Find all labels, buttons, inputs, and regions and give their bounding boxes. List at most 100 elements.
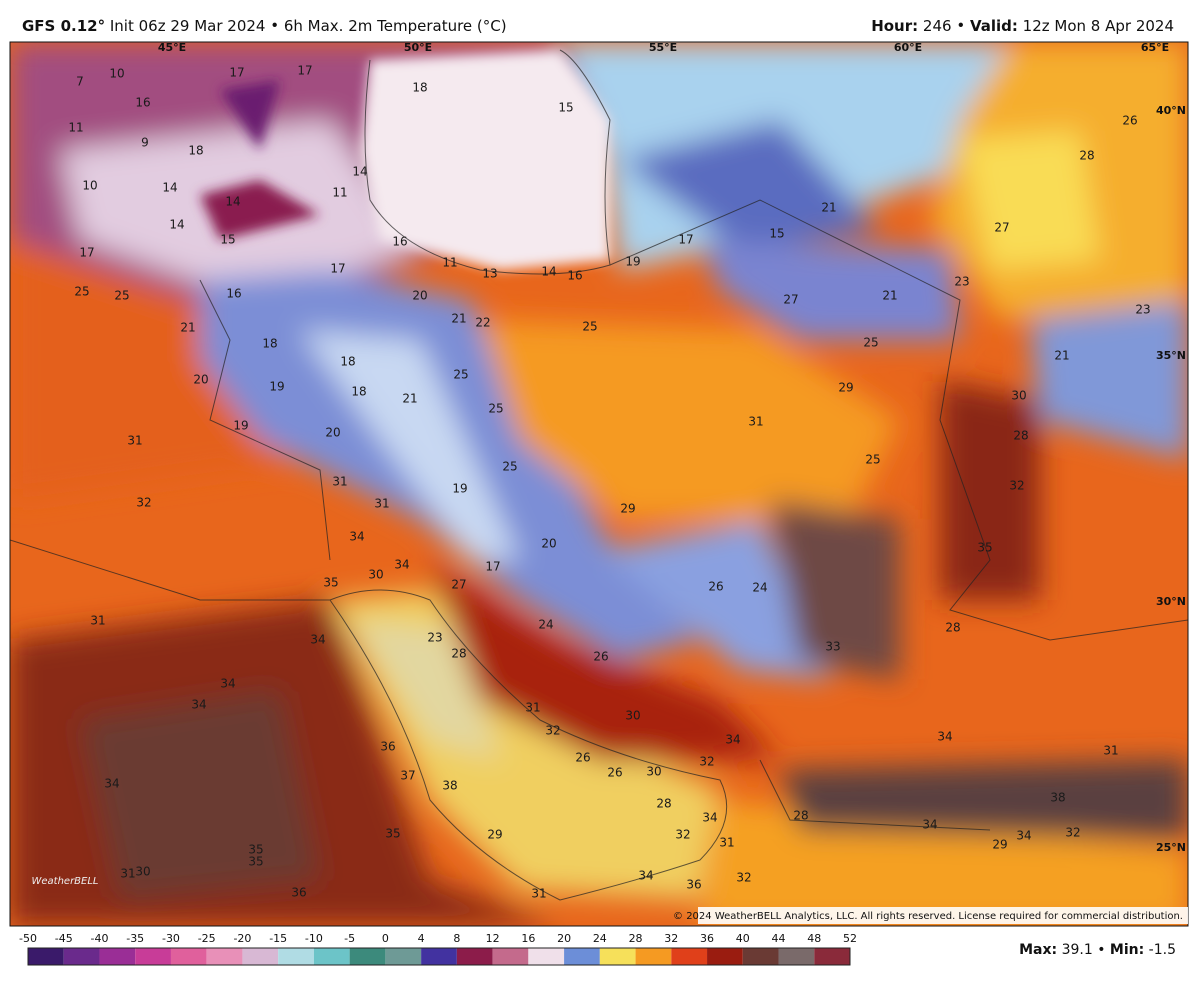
temperature-label: 16: [567, 269, 582, 283]
temperature-label: 34: [922, 818, 937, 832]
max-min: Max: 39.1 • Min: -1.5: [1019, 942, 1176, 958]
colorbar-tick-label: 36: [700, 932, 714, 945]
copyright-bg: [698, 907, 1188, 924]
colorbar-cell: [170, 948, 207, 965]
colorbar-cell: [99, 948, 136, 965]
temperature-label: 16: [135, 96, 150, 110]
temperature-label: 20: [193, 373, 208, 387]
colorbar-cell: [28, 948, 64, 965]
temperature-label: 17: [229, 66, 244, 80]
temperature-label: 36: [380, 740, 395, 754]
temperature-label: 25: [502, 460, 517, 474]
colorbar-tick-label: -15: [269, 932, 287, 945]
colorbar-tick-label: 8: [453, 932, 460, 945]
temperature-label: 27: [994, 221, 1009, 235]
temperature-label: 24: [538, 618, 553, 632]
colorbar-tick-label: -20: [233, 932, 251, 945]
temperature-label: 28: [1013, 429, 1028, 443]
temperature-label: 11: [442, 256, 457, 270]
temperature-label: 31: [90, 614, 105, 628]
temperature-label: 16: [226, 287, 241, 301]
colorbar-cell: [778, 948, 815, 965]
colorbar-tick-label: -30: [162, 932, 180, 945]
temperature-label: 17: [485, 560, 500, 574]
temperature-label: 15: [558, 101, 573, 115]
colorbar-tick-label: 20: [557, 932, 571, 945]
temperature-label: 38: [442, 779, 457, 793]
temperature-label: 14: [225, 195, 240, 209]
temperature-label: 14: [541, 265, 556, 279]
latitude-label: 35°N: [1156, 349, 1186, 362]
colorbar-cell: [135, 948, 171, 965]
temperature-label: 31: [719, 836, 734, 850]
temperature-label: 30: [646, 765, 661, 779]
temperature-label: 15: [769, 227, 784, 241]
colorbar-cell: [492, 948, 529, 965]
temperature-label: 28: [945, 621, 960, 635]
temperature-label: 30: [625, 709, 640, 723]
temperature-label: 29: [487, 828, 502, 842]
temperature-label: 25: [488, 402, 503, 416]
temperature-label: 35: [323, 576, 338, 590]
temperature-label: 18: [188, 144, 203, 158]
temperature-label: 11: [68, 121, 83, 135]
temperature-label: 34: [937, 730, 952, 744]
temperature-label: 21: [882, 289, 897, 303]
temperature-label: 14: [162, 181, 177, 195]
temperature-label: 11: [332, 186, 347, 200]
temperature-label: 32: [545, 724, 560, 738]
temperature-label: 35: [248, 843, 263, 857]
colorbar-tick-label: -35: [126, 932, 144, 945]
temperature-label: 18: [351, 385, 366, 399]
temperature-label: 32: [736, 871, 751, 885]
colorbar-cell: [313, 948, 350, 965]
temperature-label: 34: [349, 530, 364, 544]
temperature-label: 35: [385, 827, 400, 841]
colorbar-cell: [63, 948, 100, 965]
colorbar-cell: [814, 948, 850, 965]
temperature-label: 34: [394, 558, 409, 572]
temperature-label: 32: [136, 496, 151, 510]
temperature-label: 31: [120, 867, 135, 881]
temperature-label: 18: [262, 337, 277, 351]
map-field: [10, 42, 1188, 926]
temperature-label: 20: [412, 289, 427, 303]
copyright: © 2024 WeatherBELL Analytics, LLC. All r…: [673, 911, 1183, 922]
longitude-label: 55°E: [649, 41, 677, 54]
temperature-label: 21: [821, 201, 836, 215]
temperature-label: 30: [1011, 389, 1026, 403]
colorbar-tick-label: 28: [629, 932, 643, 945]
temperature-label: 10: [109, 67, 124, 81]
temperature-label: 18: [340, 355, 355, 369]
temperature-label: 19: [269, 380, 284, 394]
colorbar-frame: [27, 947, 851, 966]
colorbar-cell: [456, 948, 493, 965]
colorbar-tick-label: 4: [418, 932, 425, 945]
temperature-label: 19: [233, 419, 248, 433]
temperature-label: 27: [451, 578, 466, 592]
temperature-label: 34: [104, 777, 119, 791]
temperature-label: 33: [825, 640, 840, 654]
colorbar-tick-label: 52: [843, 932, 857, 945]
temperature-label: 29: [992, 838, 1007, 852]
colorbar-cell: [349, 948, 386, 965]
temperature-label: 19: [625, 255, 640, 269]
temperature-label: 27: [783, 293, 798, 307]
temperature-label: 31: [1103, 744, 1118, 758]
latitude-label: 40°N: [1156, 104, 1186, 117]
temperature-label: 28: [451, 647, 466, 661]
latitude-label: 30°N: [1156, 595, 1186, 608]
temperature-label: 34: [220, 677, 235, 691]
colorbar-tick-label: 32: [664, 932, 678, 945]
temperature-label: 31: [531, 887, 546, 901]
header-model: GFS 0.12° Init 06z 29 Mar 2024 • 6h Max.…: [22, 17, 507, 35]
colorbar-cell: [421, 948, 457, 965]
colorbar-tick-label: -50: [19, 932, 37, 945]
temperature-label: 34: [191, 698, 206, 712]
temperature-label: 32: [675, 828, 690, 842]
temperature-label: 31: [525, 701, 540, 715]
logo: WeatherBELL: [31, 876, 98, 887]
header-valid: Hour: 246 • Valid: 12z Mon 8 Apr 2024: [871, 17, 1174, 35]
colorbar-tick-label: 12: [486, 932, 500, 945]
